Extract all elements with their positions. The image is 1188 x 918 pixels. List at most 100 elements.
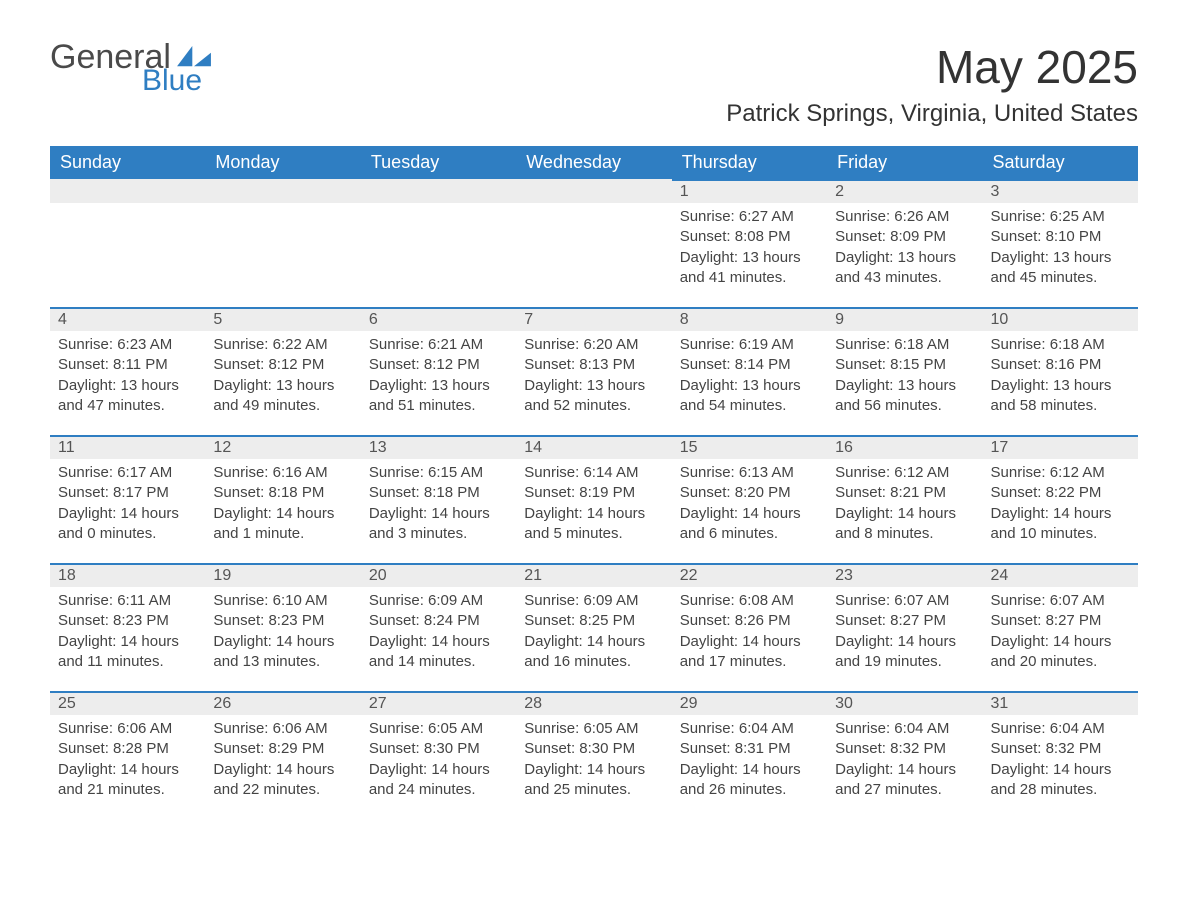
daylight-line: Daylight: 14 hours and 21 minutes.	[58, 760, 197, 801]
calendar-week-row: 4Sunrise: 6:23 AMSunset: 8:11 PMDaylight…	[50, 307, 1138, 435]
daylight-line: Daylight: 14 hours and 17 minutes.	[680, 632, 819, 673]
sunset-line: Sunset: 8:29 PM	[213, 739, 352, 759]
sunset-line: Sunset: 8:18 PM	[213, 483, 352, 503]
empty-day-bar	[205, 179, 360, 203]
daylight-line: Daylight: 14 hours and 20 minutes.	[991, 632, 1130, 673]
day-body: Sunrise: 6:12 AMSunset: 8:22 PMDaylight:…	[983, 459, 1138, 552]
sunset-line: Sunset: 8:30 PM	[524, 739, 663, 759]
sunset-line: Sunset: 8:17 PM	[58, 483, 197, 503]
calendar-cell: 21Sunrise: 6:09 AMSunset: 8:25 PMDayligh…	[516, 563, 671, 691]
sunset-line: Sunset: 8:15 PM	[835, 355, 974, 375]
day-body: Sunrise: 6:16 AMSunset: 8:18 PMDaylight:…	[205, 459, 360, 552]
day-number: 17	[983, 437, 1138, 459]
daylight-line: Daylight: 14 hours and 0 minutes.	[58, 504, 197, 545]
page-subtitle: Patrick Springs, Virginia, United States	[50, 100, 1138, 128]
day-wrap: 23Sunrise: 6:07 AMSunset: 8:27 PMDayligh…	[827, 563, 982, 680]
day-number: 12	[205, 437, 360, 459]
daylight-line: Daylight: 14 hours and 3 minutes.	[369, 504, 508, 545]
day-body: Sunrise: 6:08 AMSunset: 8:26 PMDaylight:…	[672, 587, 827, 680]
daylight-line: Daylight: 14 hours and 25 minutes.	[524, 760, 663, 801]
day-body: Sunrise: 6:20 AMSunset: 8:13 PMDaylight:…	[516, 331, 671, 424]
day-number: 31	[983, 693, 1138, 715]
calendar-cell: 5Sunrise: 6:22 AMSunset: 8:12 PMDaylight…	[205, 307, 360, 435]
daylight-line: Daylight: 13 hours and 49 minutes.	[213, 376, 352, 417]
calendar-cell: 30Sunrise: 6:04 AMSunset: 8:32 PMDayligh…	[827, 691, 982, 819]
day-number: 24	[983, 565, 1138, 587]
day-number: 11	[50, 437, 205, 459]
day-body: Sunrise: 6:07 AMSunset: 8:27 PMDaylight:…	[827, 587, 982, 680]
sunrise-line: Sunrise: 6:06 AM	[58, 719, 197, 739]
day-number: 15	[672, 437, 827, 459]
calendar-cell: 14Sunrise: 6:14 AMSunset: 8:19 PMDayligh…	[516, 435, 671, 563]
empty-day-bar	[361, 179, 516, 203]
day-body: Sunrise: 6:18 AMSunset: 8:15 PMDaylight:…	[827, 331, 982, 424]
day-wrap: 25Sunrise: 6:06 AMSunset: 8:28 PMDayligh…	[50, 691, 205, 808]
calendar-cell: 25Sunrise: 6:06 AMSunset: 8:28 PMDayligh…	[50, 691, 205, 819]
day-wrap: 3Sunrise: 6:25 AMSunset: 8:10 PMDaylight…	[983, 179, 1138, 296]
calendar-cell: 19Sunrise: 6:10 AMSunset: 8:23 PMDayligh…	[205, 563, 360, 691]
day-wrap: 19Sunrise: 6:10 AMSunset: 8:23 PMDayligh…	[205, 563, 360, 680]
day-body: Sunrise: 6:04 AMSunset: 8:31 PMDaylight:…	[672, 715, 827, 808]
empty-day-bar	[50, 179, 205, 203]
day-body: Sunrise: 6:19 AMSunset: 8:14 PMDaylight:…	[672, 331, 827, 424]
sunset-line: Sunset: 8:13 PM	[524, 355, 663, 375]
daylight-line: Daylight: 14 hours and 11 minutes.	[58, 632, 197, 673]
day-wrap: 12Sunrise: 6:16 AMSunset: 8:18 PMDayligh…	[205, 435, 360, 552]
sunrise-line: Sunrise: 6:07 AM	[991, 591, 1130, 611]
day-wrap: 30Sunrise: 6:04 AMSunset: 8:32 PMDayligh…	[827, 691, 982, 808]
day-body: Sunrise: 6:11 AMSunset: 8:23 PMDaylight:…	[50, 587, 205, 680]
day-body: Sunrise: 6:23 AMSunset: 8:11 PMDaylight:…	[50, 331, 205, 424]
sunset-line: Sunset: 8:30 PM	[369, 739, 508, 759]
day-body: Sunrise: 6:21 AMSunset: 8:12 PMDaylight:…	[361, 331, 516, 424]
sunrise-line: Sunrise: 6:09 AM	[369, 591, 508, 611]
sunset-line: Sunset: 8:27 PM	[991, 611, 1130, 631]
day-wrap: 16Sunrise: 6:12 AMSunset: 8:21 PMDayligh…	[827, 435, 982, 552]
calendar-cell: 1Sunrise: 6:27 AMSunset: 8:08 PMDaylight…	[672, 179, 827, 307]
daylight-line: Daylight: 13 hours and 52 minutes.	[524, 376, 663, 417]
calendar-cell: 24 Sunrise: 6:07 AMSunset: 8:27 PMDayligh…	[983, 563, 1138, 691]
calendar-cell: 20Sunrise: 6:09 AMSunset: 8:24 PMDayligh…	[361, 563, 516, 691]
sunset-line: Sunset: 8:11 PM	[58, 355, 197, 375]
sunrise-line: Sunrise: 6:20 AM	[524, 335, 663, 355]
calendar-cell	[516, 179, 671, 307]
sunrise-line: Sunrise: 6:12 AM	[835, 463, 974, 483]
day-body: Sunrise: 6:05 AMSunset: 8:30 PMDaylight:…	[516, 715, 671, 808]
calendar-cell: 26Sunrise: 6:06 AMSunset: 8:29 PMDayligh…	[205, 691, 360, 819]
daylight-line: Daylight: 13 hours and 43 minutes.	[835, 248, 974, 289]
day-number: 5	[205, 309, 360, 331]
sunset-line: Sunset: 8:23 PM	[58, 611, 197, 631]
day-wrap: 14Sunrise: 6:14 AMSunset: 8:19 PMDayligh…	[516, 435, 671, 552]
sunrise-line: Sunrise: 6:04 AM	[991, 719, 1130, 739]
day-number: 10	[983, 309, 1138, 331]
calendar-body: 1Sunrise: 6:27 AMSunset: 8:08 PMDaylight…	[50, 179, 1138, 819]
weekday-header: Sunday	[50, 146, 205, 179]
calendar-cell: 3Sunrise: 6:25 AMSunset: 8:10 PMDaylight…	[983, 179, 1138, 307]
day-number: 13	[361, 437, 516, 459]
sunrise-line: Sunrise: 6:15 AM	[369, 463, 508, 483]
day-wrap: 29Sunrise: 6:04 AMSunset: 8:31 PMDayligh…	[672, 691, 827, 808]
daylight-line: Daylight: 14 hours and 19 minutes.	[835, 632, 974, 673]
day-wrap: 20Sunrise: 6:09 AMSunset: 8:24 PMDayligh…	[361, 563, 516, 680]
sunset-line: Sunset: 8:25 PM	[524, 611, 663, 631]
day-body: Sunrise: 6:18 AMSunset: 8:16 PMDaylight:…	[983, 331, 1138, 424]
day-number: 25	[50, 693, 205, 715]
day-number: 29	[672, 693, 827, 715]
calendar-table: SundayMondayTuesdayWednesdayThursdayFrid…	[50, 146, 1138, 819]
sunrise-line: Sunrise: 6:08 AM	[680, 591, 819, 611]
day-number: 9	[827, 309, 982, 331]
calendar-cell: 11Sunrise: 6:17 AMSunset: 8:17 PMDayligh…	[50, 435, 205, 563]
weekday-header: Friday	[827, 146, 982, 179]
day-body: Sunrise: 6:09 AMSunset: 8:24 PMDaylight:…	[361, 587, 516, 680]
weekday-header: Monday	[205, 146, 360, 179]
calendar-cell	[361, 179, 516, 307]
calendar-week-row: 25Sunrise: 6:06 AMSunset: 8:28 PMDayligh…	[50, 691, 1138, 819]
sunrise-line: Sunrise: 6:05 AM	[524, 719, 663, 739]
daylight-line: Daylight: 14 hours and 5 minutes.	[524, 504, 663, 545]
calendar-cell: 23Sunrise: 6:07 AMSunset: 8:27 PMDayligh…	[827, 563, 982, 691]
daylight-line: Daylight: 14 hours and 26 minutes.	[680, 760, 819, 801]
day-body: Sunrise: 6:14 AMSunset: 8:19 PMDaylight:…	[516, 459, 671, 552]
day-body: Sunrise: 6:26 AMSunset: 8:09 PMDaylight:…	[827, 203, 982, 296]
calendar-cell: 15Sunrise: 6:13 AMSunset: 8:20 PMDayligh…	[672, 435, 827, 563]
day-body: Sunrise: 6:12 AMSunset: 8:21 PMDaylight:…	[827, 459, 982, 552]
daylight-line: Daylight: 14 hours and 22 minutes.	[213, 760, 352, 801]
